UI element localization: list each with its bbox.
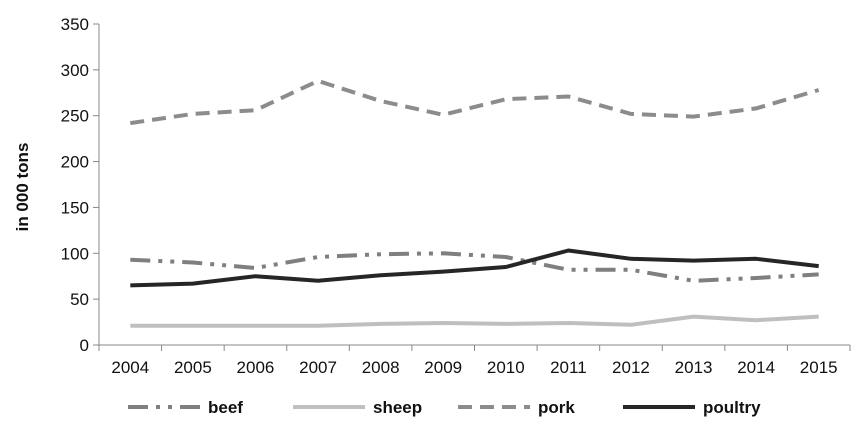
data-point-sheep (566, 321, 570, 325)
data-point-sheep (379, 322, 383, 326)
legend-label-beef: beef (208, 398, 243, 417)
data-point-pork (191, 112, 195, 116)
x-tick-label: 2008 (362, 358, 400, 377)
y-axis-ticks: 0 50 100 150 200 250 300 350 (61, 15, 99, 355)
data-point-sheep (316, 324, 320, 328)
x-tick-label: 2011 (550, 358, 587, 377)
legend-label-poultry: poultry (703, 398, 761, 417)
x-tick-label: 2013 (675, 358, 713, 377)
y-tick-label: 250 (61, 107, 89, 126)
data-point-pork (754, 106, 758, 110)
x-tick-label: 2015 (800, 358, 838, 377)
x-tick-label: 2006 (237, 358, 275, 377)
y-tick-label: 200 (61, 153, 89, 172)
y-tick-label: 50 (70, 290, 89, 309)
data-point-pork (504, 97, 508, 101)
series-beef (128, 251, 821, 283)
series-sheep (128, 314, 821, 328)
data-point-beef (692, 279, 696, 283)
series-line-beef (130, 251, 819, 283)
data-point-beef (379, 252, 383, 256)
y-tick-label: 0 (80, 336, 89, 355)
y-tick-label: 350 (61, 15, 89, 34)
x-tick-label: 2007 (299, 358, 337, 377)
x-tick-label: 2014 (737, 358, 775, 377)
data-point-poultry (817, 264, 821, 268)
data-point-beef (629, 268, 633, 272)
series-layer (128, 78, 821, 328)
series-pork (128, 78, 821, 126)
data-point-sheep (692, 315, 696, 319)
data-point-pork (253, 108, 257, 112)
x-tick-label: 2005 (174, 358, 212, 377)
x-axis-ticks: 2004 2005 2006 2007 2008 2009 2010 2011 2012 2013… (98, 345, 851, 377)
data-point-pork (379, 99, 383, 103)
data-point-beef (128, 258, 132, 262)
data-point-pork (566, 94, 570, 98)
series-line-poultry (130, 248, 819, 288)
x-tick-label: 2009 (424, 358, 462, 377)
data-point-poultry (504, 265, 508, 269)
data-point-pork (316, 79, 320, 83)
legend-label-pork: pork (538, 398, 575, 417)
series-line-pork (130, 78, 820, 126)
legend-label-sheep: sheep (373, 398, 422, 417)
data-point-beef (191, 260, 195, 264)
y-tick-label: 150 (61, 198, 89, 217)
data-point-beef (441, 251, 445, 255)
data-point-beef (253, 266, 257, 270)
data-point-pork (441, 113, 445, 117)
data-point-poultry (692, 259, 696, 263)
data-point-sheep (128, 324, 132, 328)
data-point-poultry (441, 270, 445, 274)
data-point-sheep (629, 323, 633, 327)
data-point-poultry (128, 283, 132, 287)
data-point-beef (566, 268, 570, 272)
data-point-sheep (253, 324, 257, 328)
data-point-pork (817, 88, 821, 92)
data-point-pork (692, 115, 696, 119)
series-line-sheep (130, 314, 819, 328)
data-point-sheep (817, 315, 821, 319)
data-point-poultry (754, 257, 758, 261)
data-point-pork (128, 121, 132, 125)
data-point-beef (504, 255, 508, 259)
data-point-sheep (754, 318, 758, 322)
data-point-poultry (253, 274, 257, 278)
data-point-sheep (441, 321, 445, 325)
data-point-sheep (504, 322, 508, 326)
y-axis-title: in 000 tons (13, 143, 32, 232)
x-tick-label: 2012 (612, 358, 650, 377)
data-point-beef (316, 255, 320, 259)
data-point-poultry (629, 257, 633, 261)
data-point-poultry (191, 282, 195, 286)
data-point-pork (629, 112, 633, 116)
data-point-poultry (316, 279, 320, 283)
data-point-poultry (379, 273, 383, 277)
legend: beef sheep pork poultry (128, 398, 761, 417)
series-poultry (128, 248, 821, 288)
data-point-sheep (191, 324, 195, 328)
data-point-beef (754, 276, 758, 280)
x-tick-label: 2004 (111, 358, 149, 377)
y-tick-label: 300 (61, 61, 89, 80)
x-tick-label: 2010 (487, 358, 525, 377)
data-point-beef (817, 272, 821, 276)
data-point-poultry (566, 249, 570, 253)
y-tick-label: 100 (61, 244, 89, 263)
